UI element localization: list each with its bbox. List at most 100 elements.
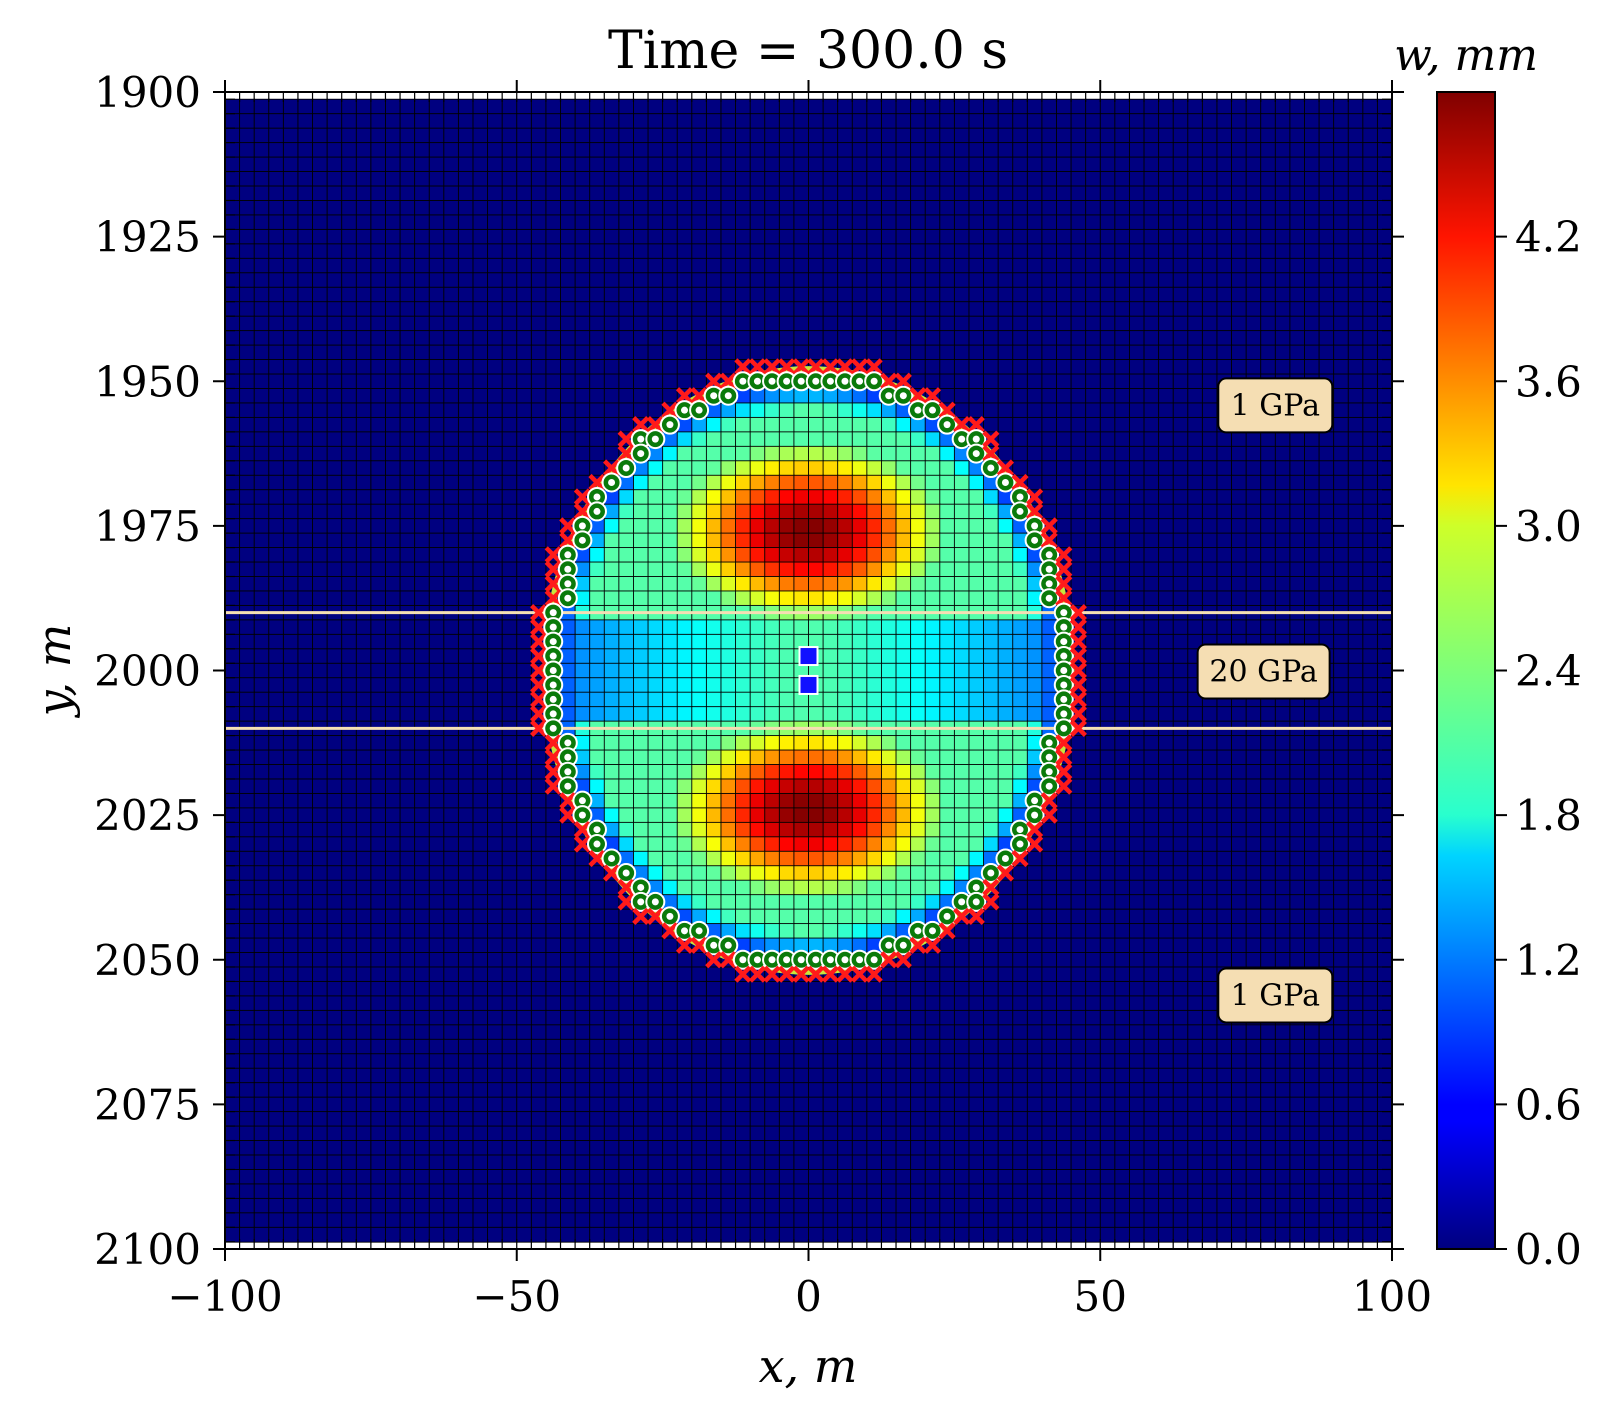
heatmap-cell bbox=[428, 388, 445, 404]
heatmap-cell bbox=[880, 807, 897, 824]
heatmap-cell bbox=[414, 677, 431, 694]
heatmap-cell bbox=[1041, 836, 1058, 853]
heatmap-cell bbox=[1041, 821, 1058, 838]
heatmap-cell bbox=[1274, 792, 1291, 809]
heatmap-cell bbox=[297, 142, 314, 158]
heatmap-cell bbox=[1274, 272, 1291, 289]
heatmap-cell bbox=[764, 532, 781, 549]
heatmap-cell bbox=[297, 648, 314, 665]
heatmap-cell bbox=[1260, 98, 1277, 115]
heatmap-cell bbox=[1012, 865, 1029, 882]
heatmap-cell bbox=[1114, 894, 1131, 910]
heatmap-cell bbox=[385, 980, 401, 997]
heatmap-cell bbox=[282, 619, 299, 636]
heatmap-cell bbox=[326, 792, 343, 809]
heatmap-cell bbox=[399, 286, 416, 303]
heatmap-cell bbox=[282, 662, 299, 679]
heatmap-cell bbox=[764, 156, 781, 173]
heatmap-cell bbox=[1347, 691, 1364, 708]
heatmap-cell bbox=[924, 561, 941, 578]
heatmap-cell bbox=[530, 980, 547, 997]
heatmap-cell bbox=[253, 315, 270, 332]
heatmap-cell bbox=[837, 489, 854, 506]
heatmap-cell bbox=[1128, 243, 1145, 260]
heatmap-cell bbox=[647, 576, 664, 592]
heatmap-cell bbox=[1158, 257, 1175, 274]
heatmap-cell bbox=[297, 402, 314, 419]
heatmap-cell bbox=[939, 648, 956, 665]
heatmap-cell bbox=[1216, 344, 1233, 361]
heatmap-cell bbox=[618, 662, 635, 679]
heatmap-cell bbox=[837, 619, 854, 636]
heatmap-cell bbox=[1289, 214, 1306, 231]
heatmap-cell bbox=[1143, 792, 1160, 809]
heatmap-cell bbox=[472, 214, 489, 231]
heatmap-cell bbox=[997, 894, 1014, 910]
heatmap-cell bbox=[1070, 257, 1087, 274]
heatmap-cell bbox=[530, 127, 547, 144]
heatmap-cell bbox=[793, 214, 810, 231]
heatmap-cell bbox=[1056, 127, 1072, 144]
heatmap-cell bbox=[1318, 156, 1335, 173]
heatmap-cell bbox=[312, 286, 328, 303]
heatmap-cell bbox=[268, 142, 285, 158]
heatmap-cell bbox=[676, 156, 693, 173]
heatmap-cell bbox=[457, 677, 474, 694]
heatmap-cell bbox=[1289, 619, 1306, 636]
heatmap-cell bbox=[866, 503, 883, 520]
heatmap-cell bbox=[953, 619, 970, 636]
heatmap-cell bbox=[1099, 850, 1116, 867]
heatmap-cell bbox=[443, 185, 460, 202]
heatmap-cell bbox=[647, 648, 664, 665]
heatmap-cell bbox=[487, 807, 504, 824]
heatmap-cell bbox=[1333, 879, 1350, 896]
heatmap-cell bbox=[472, 749, 489, 766]
heatmap-cell bbox=[1143, 98, 1160, 115]
heatmap-cell bbox=[239, 257, 256, 274]
heatmap-cell bbox=[837, 764, 854, 780]
heatmap-cell bbox=[997, 619, 1014, 636]
heatmap-cell bbox=[1128, 850, 1145, 867]
heatmap-cell bbox=[1274, 127, 1291, 144]
heatmap-cell bbox=[1143, 778, 1160, 795]
heatmap-cell bbox=[1056, 200, 1072, 216]
heatmap-cell bbox=[1289, 518, 1306, 534]
heatmap-cell bbox=[1274, 359, 1291, 375]
heatmap-cell bbox=[239, 518, 256, 534]
heatmap-cell bbox=[399, 359, 416, 375]
heatmap-cell bbox=[399, 952, 416, 968]
heatmap-cell bbox=[953, 706, 970, 722]
heatmap-cell bbox=[1260, 243, 1277, 260]
heatmap-cell bbox=[705, 792, 722, 809]
heatmap-cell bbox=[895, 474, 912, 491]
heatmap-cell bbox=[414, 388, 431, 404]
heatmap-cell bbox=[647, 330, 664, 346]
heatmap-cell bbox=[530, 315, 547, 332]
heatmap-cell bbox=[1347, 648, 1364, 665]
heatmap-cell bbox=[341, 243, 358, 260]
heatmap-cell bbox=[910, 879, 927, 896]
heatmap-cell bbox=[749, 257, 766, 274]
heatmap-cell bbox=[997, 532, 1014, 549]
heatmap-cell bbox=[574, 431, 591, 448]
heatmap-cell bbox=[1318, 474, 1335, 491]
heatmap-cell bbox=[953, 474, 970, 491]
heatmap-cell bbox=[1099, 301, 1116, 318]
heatmap-cell bbox=[457, 518, 474, 534]
heatmap-cell bbox=[501, 836, 518, 853]
heatmap-cell bbox=[968, 633, 985, 650]
heatmap-cell bbox=[837, 836, 854, 853]
heatmap-cell bbox=[282, 518, 299, 534]
heatmap-cell bbox=[530, 952, 547, 968]
heatmap-cell bbox=[1070, 821, 1087, 838]
heatmap-cell bbox=[866, 402, 883, 419]
heatmap-cell bbox=[603, 619, 620, 636]
heatmap-cell bbox=[968, 200, 985, 216]
heatmap-cell bbox=[851, 431, 868, 448]
heatmap-cell bbox=[1245, 359, 1262, 375]
heatmap-cell bbox=[691, 127, 708, 144]
heatmap-cell bbox=[268, 171, 285, 187]
heatmap-cell bbox=[895, 532, 912, 549]
heatmap-cell bbox=[1318, 200, 1335, 216]
heatmap-cell bbox=[1085, 344, 1102, 361]
